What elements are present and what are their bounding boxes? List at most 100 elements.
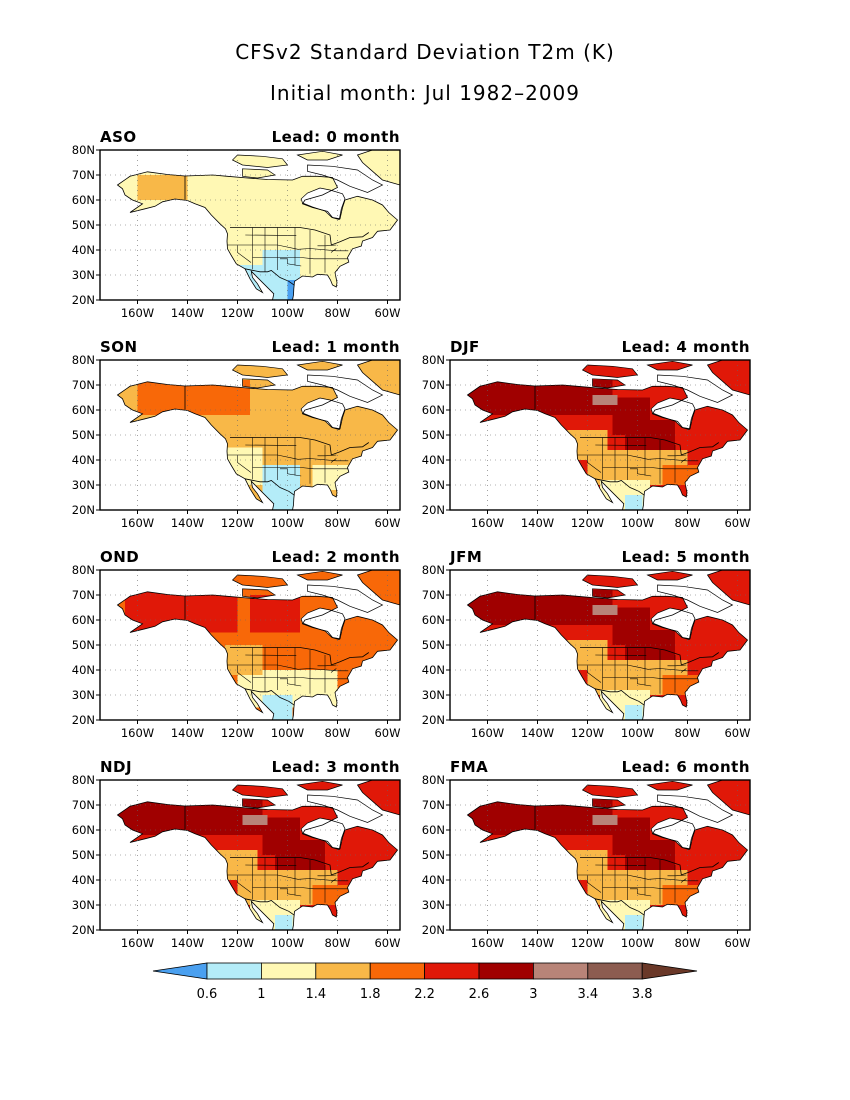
colorbar-label: 1 bbox=[257, 987, 265, 1002]
country-border bbox=[594, 478, 645, 496]
state-border bbox=[317, 454, 337, 457]
lon-label: 100W bbox=[271, 936, 304, 950]
lat-label: 40N bbox=[422, 873, 445, 887]
colorbar-swatch bbox=[533, 962, 589, 980]
lon-label: 120W bbox=[571, 936, 604, 950]
lat-label: 30N bbox=[422, 478, 445, 492]
lon-label: 160W bbox=[121, 726, 154, 740]
state-border bbox=[317, 874, 337, 877]
state-border bbox=[587, 455, 602, 473]
lat-label: 40N bbox=[422, 453, 445, 467]
state-border bbox=[330, 248, 337, 253]
state-border bbox=[237, 455, 252, 473]
lat-label: 30N bbox=[72, 898, 95, 912]
lat-label: 80N bbox=[72, 773, 95, 787]
country-border bbox=[230, 437, 370, 456]
lat-label: 80N bbox=[422, 353, 445, 367]
country-border bbox=[230, 857, 370, 876]
lon-label: 140W bbox=[171, 726, 204, 740]
state-border bbox=[602, 677, 698, 680]
island-coast bbox=[581, 784, 639, 798]
state-border bbox=[280, 678, 302, 687]
state-border bbox=[680, 668, 687, 673]
lat-label: 20N bbox=[422, 923, 445, 937]
baffin-island bbox=[657, 584, 734, 613]
panel-season: ASO bbox=[100, 128, 137, 146]
lat-label: 30N bbox=[72, 268, 95, 282]
lat-label: 50N bbox=[72, 638, 95, 652]
country-border bbox=[244, 268, 295, 286]
lat-label: 80N bbox=[422, 563, 445, 577]
lon-label: 100W bbox=[271, 516, 304, 530]
lat-label: 70N bbox=[422, 378, 445, 392]
lon-label: 60W bbox=[374, 726, 400, 740]
lon-label: 160W bbox=[471, 726, 504, 740]
colorbar-high-arrow bbox=[641, 962, 698, 980]
island-coast bbox=[296, 150, 343, 161]
lon-label: 160W bbox=[121, 516, 154, 530]
lon-label: 60W bbox=[724, 726, 750, 740]
country-border bbox=[244, 478, 295, 496]
lat-label: 60N bbox=[422, 823, 445, 837]
shaded-cell bbox=[592, 395, 618, 405]
figure-subtitle: Initial month: Jul 1982–2009 bbox=[270, 81, 580, 105]
lon-label: 60W bbox=[374, 306, 400, 320]
island-coast bbox=[592, 378, 626, 389]
panel-lead: Lead: 4 month bbox=[622, 338, 750, 356]
country-border bbox=[230, 227, 370, 246]
state-border bbox=[587, 875, 602, 893]
lat-label: 30N bbox=[72, 478, 95, 492]
island-coast bbox=[242, 588, 276, 599]
lat-label: 20N bbox=[72, 923, 95, 937]
state-border bbox=[280, 468, 302, 477]
state-border bbox=[577, 874, 699, 882]
lon-label: 100W bbox=[271, 726, 304, 740]
map-panel: 80N 70N 60N 50N 40N 30N 20N 160W 140W 120W 100W 80W… bbox=[422, 758, 751, 950]
island-coast bbox=[296, 570, 343, 581]
state-border bbox=[630, 888, 652, 897]
lon-label: 80W bbox=[324, 726, 350, 740]
island-coast bbox=[242, 798, 276, 809]
state-border bbox=[667, 664, 687, 667]
state-border bbox=[227, 244, 349, 252]
state-border bbox=[252, 257, 348, 260]
lon-label: 160W bbox=[471, 516, 504, 530]
country-border bbox=[230, 647, 370, 666]
state-border bbox=[252, 677, 348, 680]
lat-label: 20N bbox=[72, 713, 95, 727]
lat-label: 50N bbox=[72, 218, 95, 232]
country-border bbox=[594, 898, 645, 916]
country-border bbox=[580, 857, 720, 876]
state-border bbox=[667, 454, 687, 457]
lon-label: 80W bbox=[674, 936, 700, 950]
coastline bbox=[466, 591, 749, 721]
lon-label: 80W bbox=[674, 726, 700, 740]
island-coast bbox=[296, 780, 343, 791]
lat-label: 40N bbox=[72, 873, 95, 887]
state-border bbox=[630, 468, 652, 477]
lat-label: 70N bbox=[72, 168, 95, 182]
colorbar-label: 3 bbox=[529, 987, 537, 1002]
baffin-island bbox=[307, 584, 384, 613]
state-border bbox=[252, 887, 348, 890]
lon-label: 140W bbox=[171, 306, 204, 320]
lat-label: 80N bbox=[72, 353, 95, 367]
panel-season: OND bbox=[100, 548, 139, 566]
lon-label: 60W bbox=[374, 936, 400, 950]
lon-label: 120W bbox=[221, 306, 254, 320]
island-coast bbox=[231, 364, 289, 378]
lat-label: 40N bbox=[422, 663, 445, 677]
lat-label: 50N bbox=[422, 848, 445, 862]
lon-label: 120W bbox=[221, 936, 254, 950]
colorbar-swatch bbox=[369, 962, 426, 980]
state-border bbox=[630, 678, 652, 687]
shaded-cell bbox=[592, 605, 618, 615]
shaded-cell bbox=[275, 422, 338, 460]
lat-label: 60N bbox=[72, 193, 95, 207]
map-panel: 80N 70N 60N 50N 40N 30N 20N 160W 140W 120W 100W 80W… bbox=[72, 338, 401, 530]
lon-label: 100W bbox=[271, 306, 304, 320]
colorbar-label: 0.6 bbox=[197, 987, 218, 1002]
shaded-cell bbox=[275, 915, 293, 930]
state-border bbox=[227, 874, 349, 882]
